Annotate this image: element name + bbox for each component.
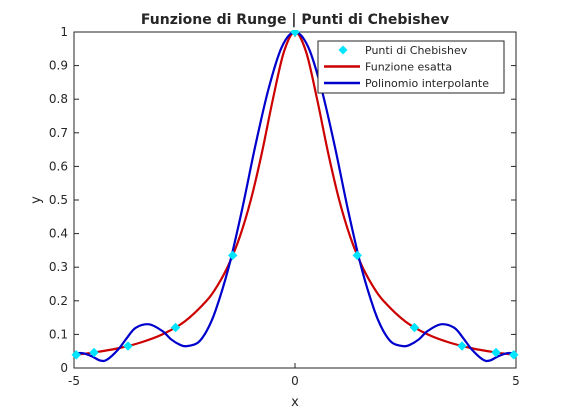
y-tick-label: 0.1 xyxy=(49,327,68,341)
chebyshev-point-marker xyxy=(457,341,467,351)
data-layer xyxy=(71,30,519,363)
legend-label: Punti di Chebishev xyxy=(365,44,468,57)
y-tick-label: 0.8 xyxy=(49,92,68,106)
y-tick-label: 0.4 xyxy=(49,227,68,241)
chebyshev-point-marker xyxy=(491,347,501,358)
chebyshev-point-marker xyxy=(508,349,519,360)
chebyshev-point-marker xyxy=(71,349,82,360)
chebyshev-point-marker xyxy=(290,30,300,37)
y-tick-label: 0.9 xyxy=(49,59,68,73)
x-tick-label: -5 xyxy=(68,374,80,388)
legend: Punti di Chebishev Funzione esatta Polinom… xyxy=(317,40,505,94)
y-tick-label: 0.2 xyxy=(49,294,68,308)
y-tick-label: 0.7 xyxy=(49,126,68,140)
chart-title: Funzione di Runge | Punti di Chebishev xyxy=(141,12,449,28)
y-tick-label: 0 xyxy=(60,361,68,375)
chebyshev-point-marker xyxy=(227,250,238,261)
y-tick-label: 0.5 xyxy=(49,193,68,207)
chebyshev-point-marker xyxy=(123,341,133,351)
x-axis-label: x xyxy=(291,395,299,410)
y-tick-label: 1 xyxy=(60,25,68,39)
legend-label: Polinomio interpolante xyxy=(365,77,489,90)
legend-label: Funzione esatta xyxy=(365,61,452,74)
y-tick-label: 0.3 xyxy=(49,260,68,274)
y-axis-label: y xyxy=(29,196,44,204)
x-tick-label: 0 xyxy=(291,374,299,388)
legend-marker-chebyshev xyxy=(338,45,348,55)
x-tick-label: 5 xyxy=(512,374,520,388)
chebyshev-point-marker xyxy=(170,322,181,333)
chebyshev-point-marker xyxy=(409,322,420,333)
chebyshev-point-marker xyxy=(352,250,363,261)
y-tick-label: 0.6 xyxy=(49,159,68,173)
chebyshev-point-marker xyxy=(89,347,99,358)
